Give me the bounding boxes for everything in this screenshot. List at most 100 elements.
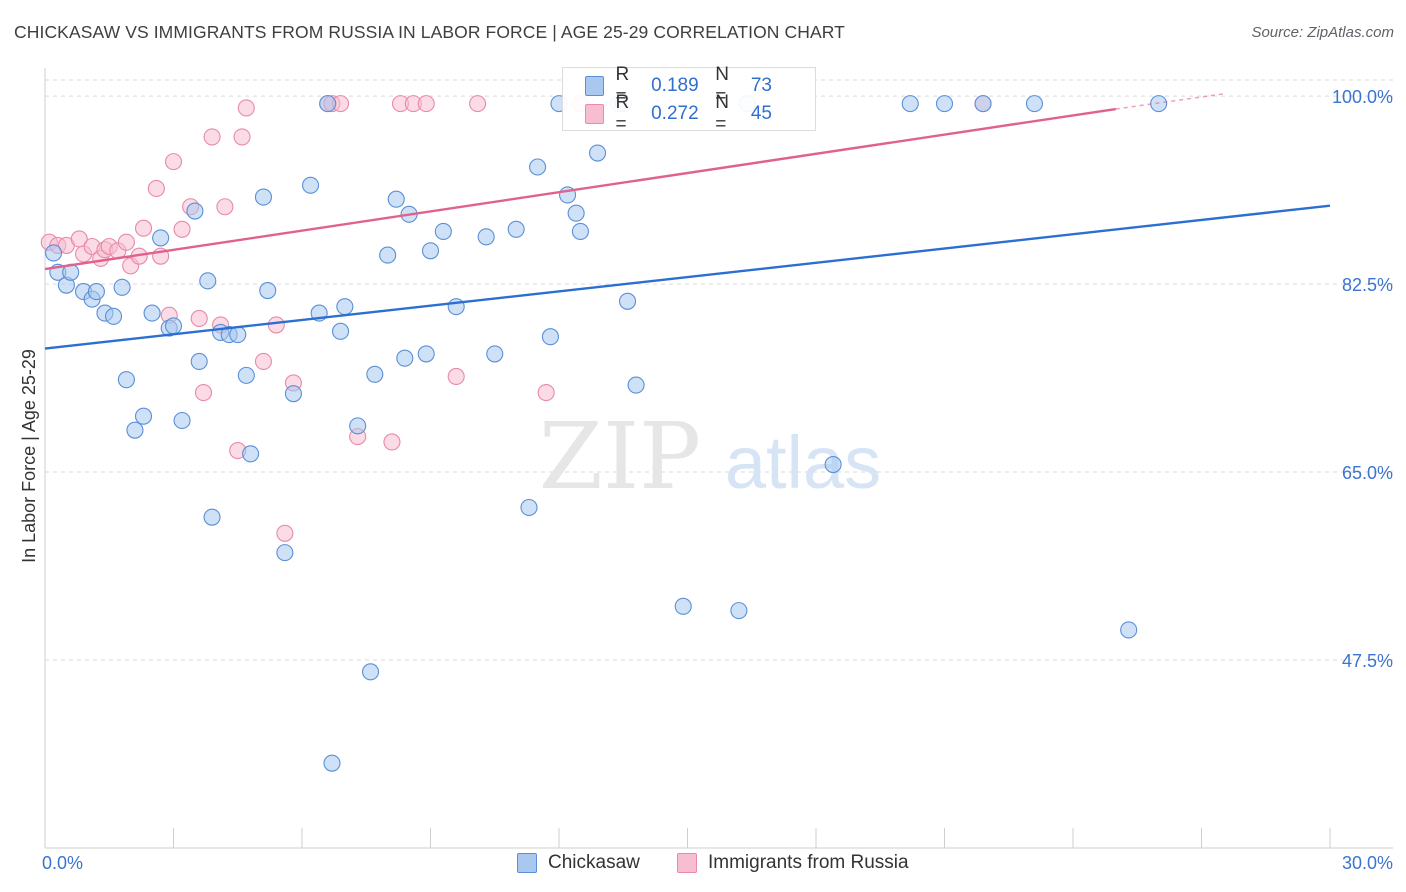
russia-point (447, 367, 465, 386)
chickasaw-point (529, 158, 547, 176)
chickasaw-point (730, 602, 748, 620)
chickasaw-point (134, 407, 153, 425)
trend-lines (44, 93, 1331, 350)
chickasaw-point (323, 754, 341, 772)
chickasaw-point (173, 411, 191, 430)
legend-item-chickasaw[interactable]: Chickasaw (517, 852, 640, 874)
watermark-zip: ZIP (539, 403, 701, 510)
chickasaw-point (417, 345, 435, 363)
n-value: 45 (750, 103, 772, 124)
r-label: R = (615, 64, 630, 107)
russia-point (417, 95, 435, 113)
legend-label: Immigrants from Russia (708, 852, 909, 873)
russia-point (216, 198, 234, 216)
russia-point (134, 219, 153, 237)
chickasaw-trend-line (44, 204, 1331, 350)
chickasaw-point (242, 445, 260, 463)
y-tick-label: 47.5% (1342, 651, 1393, 671)
chickasaw-point (237, 366, 255, 384)
chickasaw-point (588, 144, 607, 162)
chickasaw-point (276, 544, 294, 562)
chickasaw-point (254, 188, 273, 206)
chickasaw-point (618, 292, 637, 310)
r-value: 0.189 (651, 75, 699, 96)
chickasaw-point (1120, 621, 1138, 639)
chickasaw-point (477, 228, 495, 246)
russia-point (173, 220, 191, 238)
russia-point (203, 128, 221, 146)
legend-item-russia[interactable]: Immigrants from Russia (677, 852, 909, 874)
chickasaw-point (421, 242, 440, 260)
chickasaw-point (190, 352, 208, 370)
watermark-atlas: atlas (725, 421, 881, 504)
chickasaw-point (824, 455, 842, 474)
stats-row-chickasaw: R = 0.189 N = 73 (585, 64, 815, 107)
chickasaw-point (349, 417, 367, 435)
stats-row-russia: R = 0.272 N = 45 (585, 92, 815, 135)
chickasaw-point (87, 283, 105, 301)
chickasaw-point (935, 95, 954, 113)
chart-title: CHICKASAW VS IMMIGRANTS FROM RUSSIA IN L… (14, 22, 845, 42)
chickasaw-point (901, 95, 919, 113)
y-tick-label: 100.0% (1332, 87, 1393, 107)
chickasaw-point (387, 190, 405, 208)
chickasaw-point (164, 317, 183, 335)
axes (44, 68, 1393, 849)
chickasaw-point (541, 328, 559, 346)
chickasaw-point (379, 246, 397, 264)
chickasaw-point (259, 281, 277, 300)
r-value: 0.272 (651, 103, 699, 124)
russia-point (147, 179, 165, 198)
chickasaw-point (203, 508, 221, 526)
chickasaw-point (229, 326, 247, 344)
russia-point (469, 95, 487, 113)
chickasaw-point (284, 385, 302, 403)
chickasaw-point (974, 95, 992, 113)
chickasaw-point (302, 176, 320, 194)
chickasaw-point (143, 304, 161, 322)
chickasaw-point (434, 222, 452, 241)
stats-legend: R = 0.189 N = 73 R = 0.272 N = 45 (562, 64, 816, 135)
russia-trend-line (44, 107, 1117, 271)
tick-labels: 47.5% 65.0% 82.5% 100.0% 0.0% 30.0% (42, 87, 1393, 873)
chickasaw-point (126, 421, 144, 439)
russia-legend-swatch (677, 853, 697, 873)
russia-point (117, 233, 135, 251)
x-tick-label: 0.0% (42, 853, 83, 873)
chickasaw-point (507, 220, 525, 238)
chickasaw-point (674, 597, 692, 615)
russia-point (276, 524, 294, 542)
source-label: Source: ZipAtlas.com (1251, 24, 1394, 41)
chickasaw-point (396, 349, 414, 367)
chickasaw-point (571, 222, 589, 241)
chickasaw-point (152, 229, 170, 247)
n-value: 73 (750, 75, 772, 96)
chickasaw-point (366, 365, 384, 383)
chickasaw-point (199, 272, 217, 290)
chickasaw-point (1025, 95, 1043, 113)
chickasaw-point (486, 345, 504, 363)
russia-point (254, 352, 273, 370)
russia-point (194, 384, 213, 402)
x-tick-label: 30.0% (1342, 853, 1393, 873)
russia-trend-extension (1115, 93, 1224, 110)
watermark: ZIP atlas (539, 403, 881, 510)
legend-label: Chickasaw (548, 852, 640, 873)
chickasaw-point (627, 376, 645, 394)
russia-point (237, 99, 255, 117)
russia-point (164, 153, 183, 171)
n-label: N = (715, 92, 729, 135)
chickasaw-point (331, 322, 350, 340)
chickasaw-swatch (585, 76, 604, 96)
r-label: R = (615, 92, 630, 135)
russia-point (190, 309, 208, 328)
chickasaw-point (186, 202, 204, 220)
chickasaw-legend-swatch (517, 853, 537, 873)
chickasaw-point (113, 278, 131, 296)
n-label: N = (715, 64, 729, 107)
russia-point (537, 384, 555, 402)
y-tick-label: 65.0% (1342, 463, 1393, 483)
chickasaw-point (336, 298, 354, 316)
chickasaw-point (45, 244, 63, 262)
